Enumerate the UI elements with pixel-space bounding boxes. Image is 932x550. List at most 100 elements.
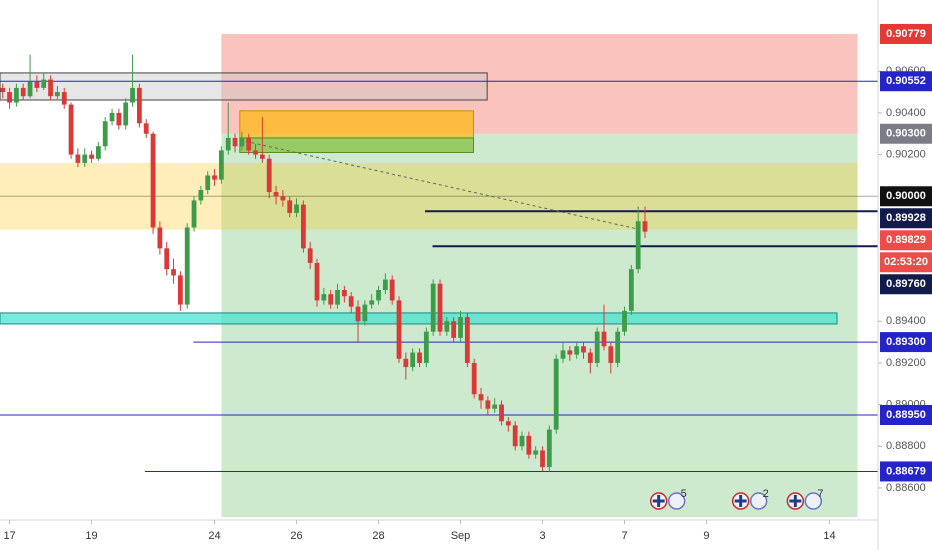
x-tick-label: Sep [451,530,471,542]
y-tick-label: 0.89200 [886,357,926,369]
candle-body [396,300,402,359]
candle-body [328,294,334,305]
candle-body [526,435,532,455]
x-tick-label: 24 [208,530,220,542]
candle-body [492,404,498,409]
x-tick-label: 19 [85,530,97,542]
candle-body [20,87,26,97]
candle-body [362,304,368,322]
y-tick-label: 0.90200 [886,148,926,160]
event-badge [667,492,686,510]
candle-body [560,350,566,359]
x-tick-label: 14 [823,530,835,542]
x-tick-label: 7 [621,530,627,542]
event-badge [749,492,768,510]
price-label-box [880,405,932,425]
x-tick-label: 28 [372,530,384,542]
event-count: 7 [817,488,823,500]
candle-body [355,306,361,322]
candle-body [335,290,340,305]
candle-body [628,269,634,311]
x-tick-label: 3 [539,530,545,542]
candle-body [369,300,375,305]
candle-body [642,221,648,232]
candle-body [615,331,621,363]
candle-body [150,133,156,228]
candle-body [82,154,88,163]
candle-body [130,87,135,103]
price-label: 0.90552 [886,75,926,87]
candle-body [75,154,81,163]
zone [239,137,475,154]
candle-body [27,81,33,97]
candle-body [348,296,354,307]
candle-body [553,358,559,430]
candle-body [410,352,416,368]
candle-body [239,137,245,147]
candle-body [123,102,129,126]
candle-body [218,150,224,180]
candle-body [7,92,12,103]
candle-body [546,429,552,468]
price-label-box [880,208,932,229]
candle-body [382,279,388,290]
candle-body [136,87,142,124]
zone [221,133,858,518]
candle-body [574,346,580,355]
zone [0,162,858,230]
candle-body [246,137,252,151]
candle-body [485,400,491,409]
price-label-box [880,332,932,353]
candle-body [34,81,40,88]
candle-body [512,425,518,447]
price-label-box [880,252,932,273]
candle-body [635,221,641,270]
candle-body [89,154,94,159]
price-label-box [880,186,932,207]
candle-body [48,79,53,97]
price-label-box [880,123,932,144]
candle-body [164,248,170,270]
candle-body [157,227,163,249]
price-label-box [880,274,932,295]
candle-body [540,450,545,468]
candle-body [403,358,409,368]
candle-body [184,227,190,305]
candle-body [205,175,211,190]
zone [0,312,838,325]
price-label-box [880,230,932,251]
candle-body [499,404,504,422]
price-label-box [880,23,932,44]
candle-body [55,92,60,97]
candle-body [287,200,293,213]
candle-body [519,435,525,447]
candle-body [341,290,347,297]
candle-body [95,146,101,159]
candle-body [68,104,74,155]
candle-body [61,92,67,105]
candle-body [567,350,573,355]
candle-body [232,137,238,147]
candle-body [109,112,115,122]
price-label: 0.90779 [886,28,926,40]
x-tick-label: 26 [290,530,302,542]
candle-body [608,346,614,363]
candle-body [437,283,443,332]
price-label: 0.89300 [886,336,926,348]
candle-body [253,150,258,155]
zone [0,72,488,101]
candle-body [423,331,429,363]
candle-body [212,175,217,180]
candle-body [294,204,299,213]
candle-body [41,79,47,88]
candle-body [14,87,19,103]
candle-body [280,196,286,201]
y-tick-label: 0.88800 [886,440,926,452]
x-tick-label: 17 [3,530,15,542]
price-label: 0.89829 [886,234,926,246]
price-label-box [880,71,932,92]
candle-body [300,204,306,249]
candle-body [266,158,272,193]
